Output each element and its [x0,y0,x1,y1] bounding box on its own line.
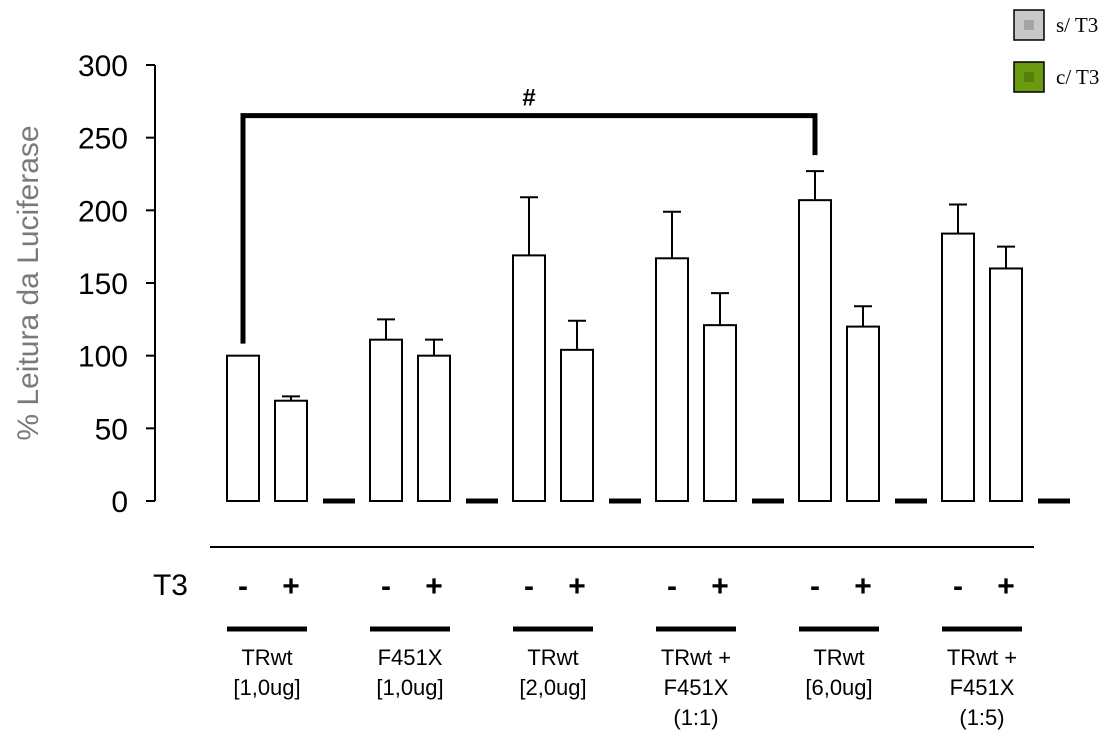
bar [369,338,403,502]
treatment-sign: + [282,570,300,603]
group-labels: - + TRwt [1,0ug] - + F451X [1,0ug] - + TRwt [2,0ug]… [227,570,1022,730]
treatment-sign: + [997,570,1015,603]
treatment-sign: - [238,570,248,603]
group-label: F451X [664,675,729,700]
bar [512,254,546,502]
group-label: TRwt [813,645,864,670]
bars [226,170,1070,504]
treatment-sign: - [810,570,820,603]
treatment-sign: - [381,570,391,603]
bar [941,232,975,502]
y-tick-label: 200 [78,195,128,228]
treatment-sign: + [854,570,872,603]
legend-swatch [1013,9,1045,41]
group-label: [2,0ug] [519,675,586,700]
y-tick-label: 150 [78,268,128,301]
legend-swatch [1013,61,1045,93]
bar [703,324,737,502]
y-axis-label: % Leitura da Luciferase [12,125,45,440]
y-tick-label: 100 [78,341,128,374]
bar [226,354,260,502]
legend-label: c/ T3 [1056,65,1099,89]
group-label: F451X [950,675,1015,700]
group-label: F451X [378,645,443,670]
group-label: (1:1) [673,705,718,730]
treatment-sign: + [568,570,586,603]
treatment-sign: + [711,570,729,603]
legend-label: s/ T3 [1056,13,1098,37]
group-label: (1:5) [959,705,1004,730]
group-label: TRwt [241,645,292,670]
significance-symbol: # [522,85,535,112]
y-tick-label: 250 [78,123,128,156]
y-tick-label: 0 [111,486,128,519]
group-label: TRwt [527,645,578,670]
group-label: [1,0ug] [233,675,300,700]
legend-swatch-center [1024,20,1034,30]
y-tick-label: 50 [95,413,128,446]
treatment-sign: - [667,570,677,603]
group-label: [1,0ug] [376,675,443,700]
bar [798,199,832,502]
legend: s/ T3 c/ T3 [1013,9,1099,93]
bar [655,257,689,502]
legend-swatch-center [1024,72,1034,82]
bar [989,267,1023,503]
treatment-sign: - [953,570,963,603]
treatment-label: T3 [153,569,188,602]
bar [274,399,308,502]
y-tick-label: 300 [78,50,128,83]
group-label: [6,0ug] [805,675,872,700]
y-axis: 0 50 100 150 200 250 300 [78,50,156,519]
treatment-sign: - [524,570,534,603]
bar [417,354,451,502]
group-label: TRwt + [947,645,1017,670]
significance-bracket [240,113,818,344]
bar [560,348,594,502]
group-label: TRwt + [661,645,731,670]
treatment-sign: + [425,570,443,603]
bar [846,325,880,502]
significance-annotation: # [240,85,818,344]
